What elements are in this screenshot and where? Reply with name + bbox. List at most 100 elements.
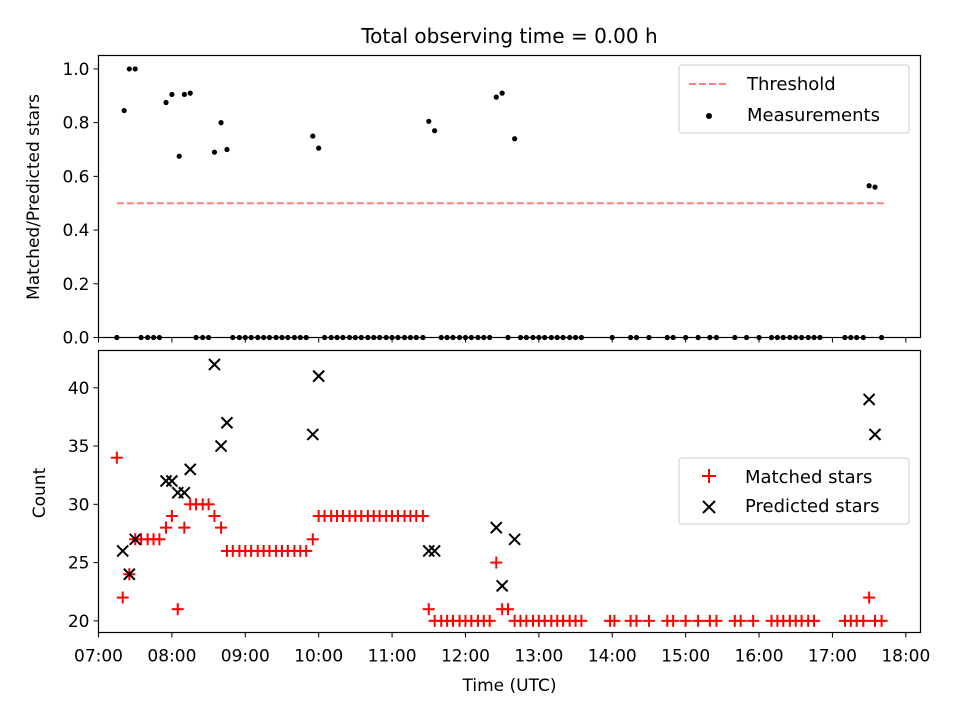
bottom-axes-frame: [97, 349, 922, 634]
top-y-tick-label: 0.6: [62, 167, 89, 187]
matched-star-marker: [202, 498, 215, 511]
matched-star-marker: [502, 603, 515, 616]
bottom-y-tick-label: 35: [68, 437, 90, 457]
measurement-point: [169, 91, 175, 98]
predicted-star-marker: [422, 544, 435, 558]
predicted-star-marker: [868, 428, 882, 441]
bottom-y-tick-label: 20: [68, 612, 90, 632]
bottom-x-tick-label: 15:00: [661, 647, 710, 667]
bottom-legend-box: [678, 457, 910, 525]
top-y-tick-label: 0.2: [62, 275, 89, 295]
top-y-tick-label: 0.4: [62, 221, 89, 241]
top-y-tick-label: 0.8: [62, 114, 89, 134]
matched-star-marker: [608, 614, 621, 627]
bottom-x-axis: 07:00 08:00 09:00 10:00 11:00 12:00 13:00 14:00…: [74, 632, 930, 667]
bottom-x-tick-label: 17:00: [808, 647, 857, 667]
matched-star-marker: [116, 591, 129, 604]
matched-legend-swatch: [702, 469, 716, 483]
measurements-legend-label: Measurements: [747, 105, 880, 126]
bottom-plot-area: [110, 358, 888, 627]
top-y-tick-label: 1.0: [62, 60, 89, 80]
predicted-star-marker: [159, 474, 173, 488]
matched-star-marker: [808, 614, 821, 627]
bottom-x-tick-label: 08:00: [147, 647, 196, 667]
bottom-y-axis: 20 25 30 35 40: [68, 379, 99, 632]
measurement-point: [163, 99, 169, 106]
bottom-y-tick-label: 25: [68, 554, 90, 574]
measurement-point: [187, 90, 193, 96]
bottom-y-axis-label: Count: [30, 467, 50, 518]
matched-star-marker: [863, 591, 876, 604]
bottom-x-tick-label: 16:00: [735, 647, 784, 667]
measurements-legend-swatch: [706, 113, 712, 119]
top-y-axis: 0.0 0.2 0.4 0.6 0.8 1.0: [62, 60, 99, 349]
bottom-x-tick-label: 09:00: [221, 647, 270, 667]
measurement-point: [493, 94, 499, 100]
predicted-legend-swatch: [702, 500, 716, 514]
matched-star-marker: [875, 614, 888, 627]
matched-star-marker: [483, 614, 496, 627]
top-legend: Threshold Measurements: [678, 64, 910, 134]
predicted-star-marker: [312, 369, 325, 383]
matched-star-marker: [165, 509, 178, 522]
matched-star-marker: [300, 544, 313, 557]
matched-star-marker: [160, 521, 173, 534]
matched-star-marker: [306, 533, 319, 546]
measurement-point: [426, 118, 432, 124]
matched-star-marker: [153, 533, 166, 546]
matched-star-marker: [642, 614, 655, 627]
matched-star-marker: [692, 614, 705, 627]
measurement-point: [181, 91, 187, 98]
matched-star-marker: [215, 521, 228, 534]
bottom-legend: Matched stars Predicted stars: [678, 457, 910, 525]
threshold-legend-label: Threshold: [746, 74, 836, 95]
predicted-star-marker: [428, 544, 441, 558]
matched-star-marker: [575, 614, 588, 627]
measurement-point: [316, 145, 322, 151]
matched-legend-label: Matched stars: [745, 467, 872, 488]
measurement-point: [132, 66, 138, 72]
measurement-point: [176, 153, 182, 159]
predicted-star-marker: [306, 428, 320, 441]
predicted-star-marker: [128, 533, 142, 546]
measurement-point: [224, 146, 230, 153]
predicted-star-marker: [178, 486, 191, 499]
measurement-point: [872, 184, 878, 190]
matched-star-marker: [110, 451, 123, 464]
matched-star-marker: [171, 603, 184, 616]
predicted-star-marker: [214, 439, 228, 453]
bottom-x-axis-label: Time (UTC): [462, 676, 557, 696]
matched-star-marker: [857, 614, 870, 627]
predicted-star-marker: [123, 568, 136, 581]
matched-star-marker: [422, 603, 435, 616]
predicted-legend-label: Predicted stars: [745, 496, 879, 517]
matched-star-marker: [416, 509, 429, 522]
measurement-point: [211, 149, 218, 155]
predicted-star-marker: [116, 544, 129, 558]
matched-star-marker: [679, 614, 692, 627]
matched-star-marker: [710, 614, 723, 627]
predicted-star-marker: [862, 393, 876, 406]
predicted-star-marker: [220, 416, 234, 429]
matched-star-marker: [667, 614, 680, 627]
predicted-star-marker: [490, 521, 503, 534]
matched-star-marker: [178, 521, 191, 534]
top-legend-box: [678, 64, 910, 134]
measurement-point: [121, 107, 127, 114]
chart-title: Total observing time = 0.00 h: [360, 24, 657, 48]
bottom-x-tick-label: 10:00: [294, 647, 343, 667]
bottom-x-tick-label: 07:00: [74, 647, 123, 667]
top-panel: 0.0 0.2 0.4 0.6 0.8 1.0 Matched/Predicted sta…: [24, 54, 922, 349]
measurement-point: [126, 66, 132, 72]
bottom-x-tick-label: 11:00: [368, 647, 417, 667]
predicted-star-marker: [208, 358, 221, 371]
measurement-point: [218, 120, 224, 126]
top-x-axis: [98, 337, 907, 343]
predicted-star-marker: [508, 533, 521, 546]
measurement-point: [432, 128, 438, 134]
measurement-point: [866, 183, 872, 189]
predicted-star-marker: [184, 463, 197, 476]
bottom-x-tick-label: 13:00: [514, 647, 563, 667]
bottom-panel: 20 25 30 35 40 07:00 08:00 09:00 10:00 11:00 12:0…: [30, 349, 930, 696]
